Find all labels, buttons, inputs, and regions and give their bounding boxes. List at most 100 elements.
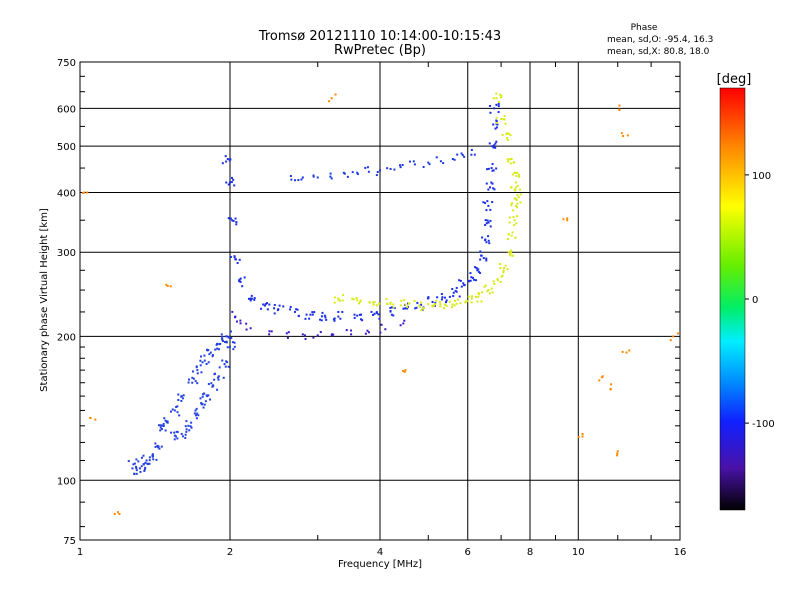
data-point [143,469,146,472]
data-point [477,270,480,273]
data-point [202,406,205,409]
data-point [94,418,97,421]
data-point [211,355,214,358]
data-point [228,335,231,338]
data-point [463,155,466,158]
data-point [413,299,416,302]
data-point [181,397,184,400]
data-point [155,458,158,461]
data-point [320,319,323,322]
data-point [499,280,502,283]
data-point [493,282,496,285]
data-point [485,182,488,185]
data-point [250,294,253,297]
data-point [494,142,497,145]
data-point [625,351,628,354]
data-point [506,158,509,161]
data-point [116,511,119,514]
data-point [161,424,164,427]
data-point [249,297,252,300]
data-point [207,383,210,386]
data-point [455,302,458,305]
data-point [414,307,417,310]
data-point [154,445,157,448]
data-point [304,337,307,340]
data-point [484,238,487,241]
data-point [484,224,487,227]
data-point [224,365,227,368]
data-point [439,300,442,303]
data-point [253,298,256,301]
data-point [330,177,333,180]
data-point [210,382,213,385]
data-point [389,310,392,313]
data-point [236,262,239,265]
stats-x-line: mean, sd,X: 80.8, 18.0 [607,47,710,57]
data-point [309,313,312,316]
data-point [229,181,231,184]
data-point [493,144,496,147]
data-point [505,133,508,136]
data-point [581,432,584,435]
data-point [319,331,322,334]
data-point [234,316,237,319]
data-point [415,306,418,309]
data-point [243,276,246,279]
data-point [173,438,176,441]
data-point [230,337,233,340]
data-point [268,333,271,336]
data-point [157,424,160,427]
y-tick-label: 400 [57,188,76,199]
data-point [286,336,289,339]
data-point [443,307,446,310]
data-point [189,425,192,428]
data-point [442,162,445,165]
data-point [512,209,515,212]
data-point [427,296,430,299]
data-point [113,512,116,515]
data-point [273,312,276,315]
data-point [164,429,167,432]
data-point [439,305,442,308]
data-point [489,186,492,189]
data-point [217,378,220,381]
data-point [233,256,236,259]
data-point [510,249,513,252]
data-point [418,305,421,308]
data-point [476,300,479,303]
data-point [175,430,178,433]
data-point [473,278,476,281]
data-point [452,291,455,294]
data-point [483,285,486,288]
data-point [477,292,480,295]
data-point [403,370,406,373]
data-point [384,328,387,331]
data-point [350,329,353,332]
data-point [154,442,157,445]
data-point [500,94,503,97]
data-point [399,324,402,327]
data-point [83,191,86,194]
data-point [127,460,130,463]
data-point [497,100,500,103]
data-point [480,254,483,257]
data-point [229,255,232,258]
data-point [628,349,631,352]
data-point [513,224,516,227]
data-point [263,304,266,307]
data-point [494,146,497,149]
data-point [290,178,293,181]
data-point [140,456,143,459]
data-point [205,394,208,397]
data-point [490,181,493,184]
data-point [598,379,601,382]
data-point [266,308,269,311]
data-point [329,172,332,175]
data-point [133,462,136,465]
data-point [477,295,480,298]
data-point [454,299,457,302]
data-point [265,302,268,305]
data-point [566,219,569,222]
colorbar-tick-label: -100 [752,419,775,430]
